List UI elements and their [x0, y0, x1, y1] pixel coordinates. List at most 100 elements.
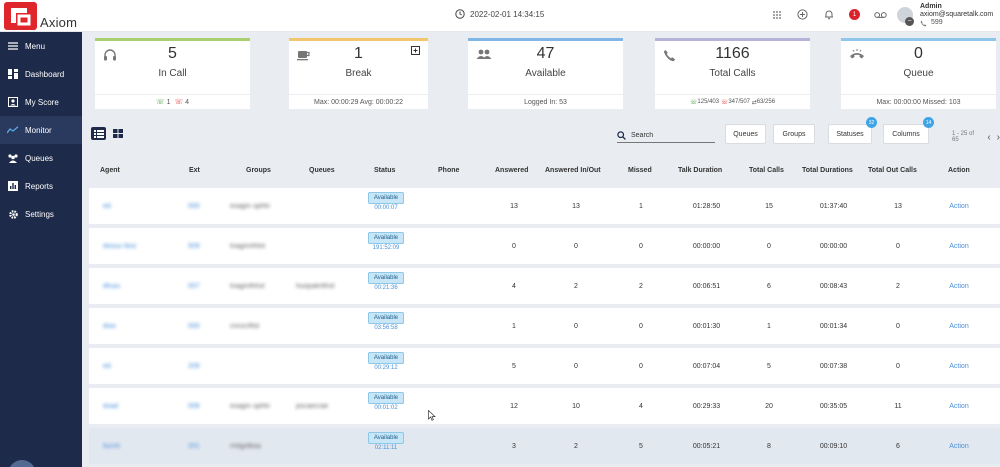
sidebar-item-settings[interactable]: Settings: [0, 200, 82, 228]
stat-card-break[interactable]: 1 Break Max: 00:00:29 Avg: 00:00:22: [289, 38, 428, 109]
status-badge[interactable]: Available: [368, 192, 404, 204]
agent-name-link[interactable]: ed: [103, 202, 111, 210]
stat-value: 1166: [715, 45, 750, 62]
user-profile[interactable]: − Admin axiom@squaretalk.com 599: [897, 3, 993, 27]
globe-icon[interactable]: [8, 460, 36, 467]
answered-in-out-count: 10: [572, 402, 580, 410]
agent-phone: [429, 188, 469, 224]
agent-groups: tnagmthhst: [230, 282, 265, 290]
stat-card-in-call[interactable]: 5 In Call ☏ 1 ☏ 4: [95, 38, 250, 109]
column-header-answered-in-out[interactable]: Answered In/Out: [545, 167, 601, 174]
phone-icon: [663, 49, 676, 64]
column-header-phone[interactable]: Phone: [438, 167, 460, 174]
column-header-missed[interactable]: Missed: [628, 167, 652, 174]
avatar[interactable]: −: [897, 7, 914, 26]
agent-name-link[interactable]: dosuu tlioz: [103, 242, 137, 250]
column-header-total-durations[interactable]: Total Durations: [802, 167, 853, 174]
stat-card-queue[interactable]: 0 Queue Max: 00:00:00 Missed: 103: [841, 38, 996, 109]
table-row[interactable]: ed 209 5 0 0 00:07:04 5 00:07:38 0 Action Availabl…: [89, 348, 1000, 384]
missed-count: 0: [639, 242, 643, 250]
stat-label: Queue: [903, 68, 934, 79]
sidebar-item-dashboard[interactable]: Dashboard: [0, 60, 82, 88]
answered-in-out-count: 0: [574, 242, 578, 250]
stat-card-available[interactable]: 47 Available Logged In: 53: [468, 38, 623, 109]
monitor-icon: [7, 124, 19, 136]
column-header-total-calls[interactable]: Total Calls: [749, 167, 784, 174]
agent-name-link[interactable]: ed: [103, 362, 111, 370]
sidebar-item-reports[interactable]: Reports: [0, 172, 82, 200]
queues-filter-button[interactable]: Queues: [725, 124, 766, 144]
action-link[interactable]: Action: [949, 402, 969, 410]
transfer-icon: ⇄: [751, 99, 757, 106]
current-datetime: 2022-02-01 14:34:15: [470, 9, 545, 19]
missed-count: 0: [639, 322, 643, 330]
column-header-queues[interactable]: Queues: [309, 167, 335, 174]
record-icon[interactable]: 1: [848, 8, 861, 21]
action-link[interactable]: Action: [949, 362, 969, 370]
sidebar-item-my-score[interactable]: My Score: [0, 88, 82, 116]
voicemail-icon[interactable]: [874, 8, 887, 21]
status-badge[interactable]: Available: [368, 432, 404, 444]
action-link[interactable]: Action: [949, 442, 969, 450]
status-cell: Available 191:52:09: [368, 232, 404, 251]
next-page-icon[interactable]: ›: [996, 131, 1000, 143]
agent-groups: tnagmrthtst: [230, 242, 266, 250]
search-input[interactable]: [631, 131, 706, 139]
dialpad-icon[interactable]: [770, 8, 783, 21]
column-header-answered[interactable]: Answered: [495, 167, 529, 174]
column-header-status[interactable]: Status: [374, 167, 396, 174]
list-view-button[interactable]: [91, 127, 106, 140]
column-header-ext[interactable]: Ext: [189, 167, 200, 174]
grid-view-button[interactable]: [110, 127, 125, 140]
headset-icon: [103, 49, 117, 64]
reports-icon: [7, 180, 19, 192]
bell-icon[interactable]: [822, 8, 835, 21]
status-badge[interactable]: Available: [368, 272, 404, 284]
sidebar-item-queues[interactable]: Queues: [0, 144, 82, 172]
status-badge[interactable]: Available: [368, 312, 404, 324]
status-badge[interactable]: Available: [368, 232, 404, 244]
action-link[interactable]: Action: [949, 322, 969, 330]
status-duration: 00:29:12: [374, 365, 398, 371]
column-header-talk-duration[interactable]: Talk Duration: [678, 167, 723, 174]
stat-label: In Call: [158, 68, 187, 79]
agent-name-link[interactable]: dhuiu: [103, 282, 121, 290]
stat-value: 0: [914, 45, 923, 62]
table-row[interactable]: dosuu tlioz 509 tnagmrthtst 0 0 0 00:00:00 0 00:…: [89, 228, 1000, 264]
app-logo[interactable]: Axiom: [4, 2, 77, 30]
prev-page-icon[interactable]: ‹: [987, 131, 991, 143]
table-row[interactable]: dhuiu 007 tnagmthhst huopakrtthst 4 2 2 00:06:5…: [89, 268, 1000, 304]
status-cell: Available 03:56:58: [368, 312, 404, 331]
column-header-total-out-calls[interactable]: Total Out Calls: [868, 167, 917, 174]
stat-label: Total Calls: [709, 68, 756, 79]
coffee-icon: [297, 49, 311, 63]
in-call-inbound: 1: [166, 98, 171, 106]
agent-name-link[interactable]: llurnh: [103, 442, 121, 450]
action-link[interactable]: Action: [949, 202, 969, 210]
columns-button[interactable]: Columns: [883, 124, 929, 144]
total-out-calls-count: 0: [896, 362, 900, 370]
action-link[interactable]: Action: [949, 282, 969, 290]
sidebar-item-monitor[interactable]: Monitor: [0, 116, 82, 144]
stat-card-total-calls[interactable]: 1166 Total Calls ☏ 125/403 ☏ 347/507 ⇄ 63/2…: [655, 38, 810, 109]
agent-name-link[interactable]: dow: [103, 322, 116, 330]
expand-icon[interactable]: [411, 46, 420, 57]
status-badge[interactable]: Available: [368, 352, 404, 364]
statuses-filter-button[interactable]: Statuses: [828, 124, 872, 144]
status-badge[interactable]: Available: [368, 392, 404, 404]
statuses-count-badge: 32: [866, 117, 877, 128]
column-header-groups[interactable]: Groups: [246, 167, 271, 174]
sidebar-item-menu[interactable]: Menu: [0, 32, 82, 60]
agent-name-link[interactable]: itoad: [103, 402, 119, 410]
action-link[interactable]: Action: [949, 242, 969, 250]
table-row[interactable]: ed 000 exagm sphtn 13 13 1 01:28:50 15 01:37:40 1…: [89, 188, 1000, 224]
groups-filter-button[interactable]: Groups: [773, 124, 815, 144]
column-header-agent[interactable]: Agent: [100, 167, 120, 174]
columns-count-badge: 14: [923, 117, 934, 128]
pagination: 1 - 25 of 65 ‹ ›: [952, 131, 1000, 143]
add-circle-icon[interactable]: [796, 8, 809, 21]
table-row[interactable]: llurnh 201 rmtgsfbsa 3 2 5 00:05:21 8 00:09:10 6 A…: [89, 428, 1000, 464]
table-row[interactable]: dow 000 cnnzcftlst 1 0 0 00:01:30 1 00:01:34 0 Act…: [89, 308, 1000, 344]
table-row[interactable]: itoad 008 exagm sphtn pscaecrae 12 10 4 00:29:3…: [89, 388, 1000, 424]
stats-cards: 5 In Call ☏ 1 ☏ 4 1 Break Max: 00:00:29 …: [95, 38, 1000, 110]
